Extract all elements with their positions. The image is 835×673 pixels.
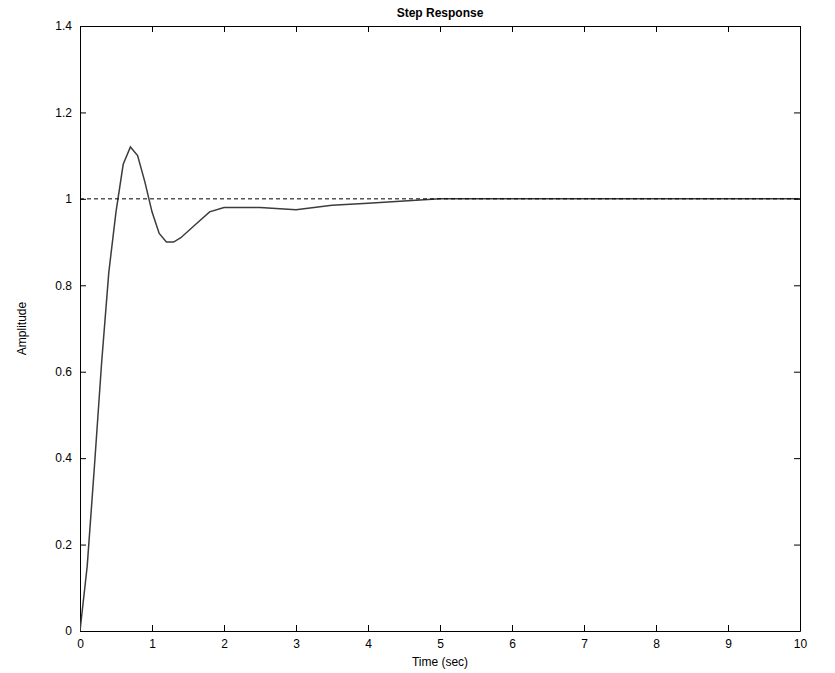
tick	[224, 26, 225, 32]
tick-label: 0.8	[55, 279, 72, 293]
tick-label: 9	[725, 637, 732, 651]
tick-mark	[728, 26, 729, 32]
tick	[296, 26, 297, 32]
tick-mark	[296, 26, 297, 32]
tick	[656, 26, 657, 32]
tick-mark	[794, 26, 800, 27]
response-line	[80, 147, 800, 631]
tick	[728, 26, 729, 32]
x-axis-title: Time (sec)	[412, 655, 468, 669]
tick-mark	[80, 631, 86, 632]
tick	[152, 26, 153, 32]
tick	[794, 458, 800, 459]
tick-mark	[656, 625, 657, 631]
tick-mark	[794, 631, 800, 632]
tick-mark	[152, 625, 153, 631]
y-axis-title: Amplitude	[15, 302, 29, 356]
tick-label: 0.2	[55, 538, 72, 552]
tick-mark	[794, 458, 800, 459]
tick-label: 1	[149, 637, 156, 651]
tick-label: 7	[581, 637, 588, 651]
tick-mark	[296, 625, 297, 631]
tick	[440, 26, 441, 32]
tick: 2	[221, 625, 228, 651]
tick-mark	[80, 285, 86, 286]
tick	[794, 112, 800, 113]
title: Step Response	[397, 6, 484, 20]
tick	[794, 372, 800, 373]
reference-line	[80, 198, 800, 199]
tick: 8	[653, 625, 660, 651]
tick	[794, 545, 800, 546]
tick	[794, 285, 800, 286]
tick-label: 1	[65, 192, 72, 206]
y-axis: 0 0.2 0.4 0.6 0.8 1 1.2 1.4	[55, 19, 86, 638]
tick	[794, 631, 800, 632]
tick: 1.4	[55, 19, 86, 33]
tick-mark	[224, 26, 225, 32]
tick-mark	[80, 545, 86, 546]
tick-label: 10	[794, 637, 808, 651]
tick-label: 3	[293, 637, 300, 651]
chart: 0 1 2 3 4 5 6 7 8 9 10 0 0.2 0.4 0.6 0.8 1 1.2 1.4 Step Res…	[0, 0, 835, 673]
tick: 6	[509, 625, 516, 651]
tick-label: 0	[65, 624, 72, 638]
tick-mark	[794, 372, 800, 373]
tick-label: 0.6	[55, 365, 72, 379]
tick-mark	[794, 545, 800, 546]
tick-mark	[80, 112, 86, 113]
tick-mark	[368, 625, 369, 631]
tick	[512, 26, 513, 32]
tick-label: 5	[437, 637, 444, 651]
tick-label: 1.4	[55, 19, 72, 33]
tick-mark	[584, 625, 585, 631]
x-axis-top	[81, 26, 801, 32]
tick-mark	[728, 625, 729, 631]
tick: 5	[437, 625, 444, 651]
tick-label: 4	[365, 637, 372, 651]
tick-mark	[80, 458, 86, 459]
tick-mark	[80, 372, 86, 373]
tick-mark	[80, 26, 86, 27]
tick-mark	[512, 625, 513, 631]
tick-label: 1.2	[55, 106, 72, 120]
tick-mark	[656, 26, 657, 32]
tick-mark	[368, 26, 369, 32]
axis-line	[80, 27, 81, 632]
tick-label: 2	[221, 637, 228, 651]
tick: 4	[365, 625, 372, 651]
tick-label: 8	[653, 637, 660, 651]
axis-line	[81, 631, 801, 632]
tick-mark	[794, 112, 800, 113]
plot-area	[80, 26, 800, 631]
tick: 7	[581, 625, 588, 651]
tick: 3	[293, 625, 300, 651]
tick: 0.8	[55, 279, 86, 293]
tick-mark	[584, 26, 585, 32]
x-axis: 0 1 2 3 4 5 6 7 8 9 10	[77, 625, 807, 651]
tick: 0	[65, 624, 86, 638]
tick: 0.4	[55, 451, 86, 465]
tick	[368, 26, 369, 32]
tick-mark	[440, 625, 441, 631]
tick-mark	[794, 285, 800, 286]
tick-mark	[440, 26, 441, 32]
tick	[584, 26, 585, 32]
tick: 0.6	[55, 365, 86, 379]
axis-line	[800, 27, 801, 632]
tick: 0.2	[55, 538, 86, 552]
tick: 1.2	[55, 106, 86, 120]
y-axis-right	[794, 27, 801, 632]
plot-lines	[80, 147, 800, 631]
tick-mark	[512, 26, 513, 32]
tick-label: 6	[509, 637, 516, 651]
tick-label: 0.4	[55, 451, 72, 465]
tick-mark	[152, 26, 153, 32]
tick-mark	[224, 625, 225, 631]
tick: 1	[149, 625, 156, 651]
background	[0, 0, 835, 673]
tick: 9	[725, 625, 732, 651]
tick-label: 0	[77, 637, 84, 651]
tick	[794, 26, 800, 27]
